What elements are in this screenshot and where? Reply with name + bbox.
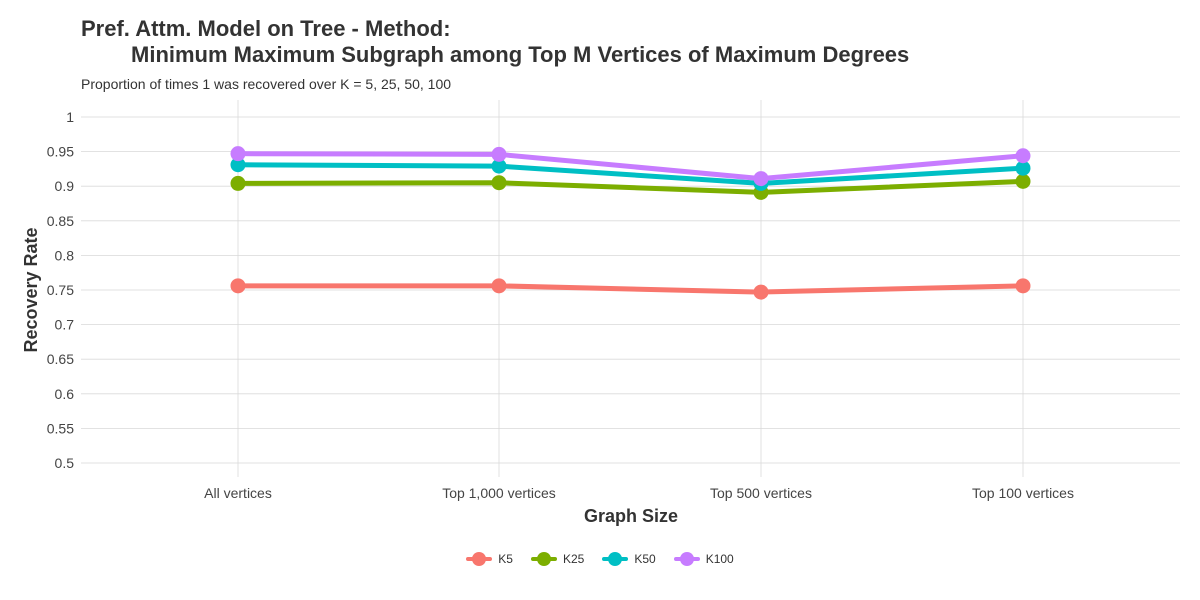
legend-key (602, 552, 629, 566)
legend-label: K50 (634, 552, 656, 566)
data-point-k100 (230, 146, 246, 162)
chart-title-line-1: Pref. Attm. Model on Tree - Method: (81, 16, 451, 41)
y-tick-label: 0.9 (55, 178, 75, 194)
data-point-k5 (753, 284, 769, 300)
x-axis-ticks: All vertices Top 1,000 vertices Top 500 ve… (204, 485, 1074, 501)
legend-item-k100: K100 (673, 552, 734, 566)
y-tick-label: 0.95 (47, 144, 74, 160)
data-point-k25 (230, 175, 246, 191)
legend-label: K25 (562, 552, 585, 566)
x-tick-label: Top 500 vertices (710, 485, 812, 501)
data-point-k100 (753, 171, 769, 187)
data-point-k50 (230, 157, 246, 173)
data-point-k5 (1015, 278, 1031, 294)
y-tick-label: 0.8 (55, 247, 75, 263)
x-tick-label: Top 1,000 vertices (442, 485, 556, 501)
series-line-k5 (235, 283, 1026, 295)
data-point-k5 (230, 278, 246, 294)
y-tick-label: 0.65 (47, 351, 74, 367)
data-point-k50 (1015, 160, 1031, 176)
x-tick-label: All vertices (204, 485, 272, 501)
series-line-k100 (235, 151, 1026, 182)
y-tick-label: 0.6 (55, 386, 75, 402)
data-point-k25 (1015, 173, 1031, 189)
x-tick-label: Top 100 vertices (972, 485, 1074, 501)
y-tick-label: 0.75 (47, 282, 74, 298)
series-line-k25 (235, 178, 1026, 195)
series-group (230, 146, 1031, 300)
data-point-k100 (1015, 148, 1031, 164)
x-axis-label: Graph Size (584, 506, 678, 526)
legend-item-k5: K5 (466, 552, 513, 566)
legend: K5 K25 K50 K100 (0, 552, 1200, 566)
grid-lines (81, 100, 1180, 477)
chart-title-line-2: Minimum Maximum Subgraph among Top M Ver… (131, 42, 910, 67)
y-tick-label: 0.7 (55, 317, 75, 333)
chart-title: Pref. Attm. Model on Tree - Method: Mini… (81, 16, 909, 68)
legend-key (466, 552, 493, 566)
legend-item-k50: K50 (602, 552, 656, 566)
y-axis-label: Recovery Rate (21, 227, 41, 352)
y-axis-ticks: 0.5 0.55 0.6 0.65 0.7 0.75 0.8 0.85 0.9 0.95 1 (47, 109, 74, 471)
series-line-k50 (235, 162, 1026, 186)
data-point-k100 (491, 146, 507, 162)
legend-key (530, 552, 557, 566)
data-point-k25 (491, 175, 507, 191)
y-tick-label: 1 (66, 109, 74, 125)
legend-label: K5 (498, 552, 513, 566)
chart-subtitle: Proportion of times 1 was recovered over… (81, 76, 452, 92)
y-tick-label: 0.55 (47, 420, 74, 436)
y-tick-label: 0.5 (55, 455, 75, 471)
data-point-k50 (491, 158, 507, 174)
legend-key (673, 552, 700, 566)
data-point-k5 (491, 278, 507, 294)
legend-label: K100 (705, 552, 734, 566)
legend-item-k25: K25 (530, 552, 585, 566)
y-tick-label: 0.85 (47, 213, 74, 229)
